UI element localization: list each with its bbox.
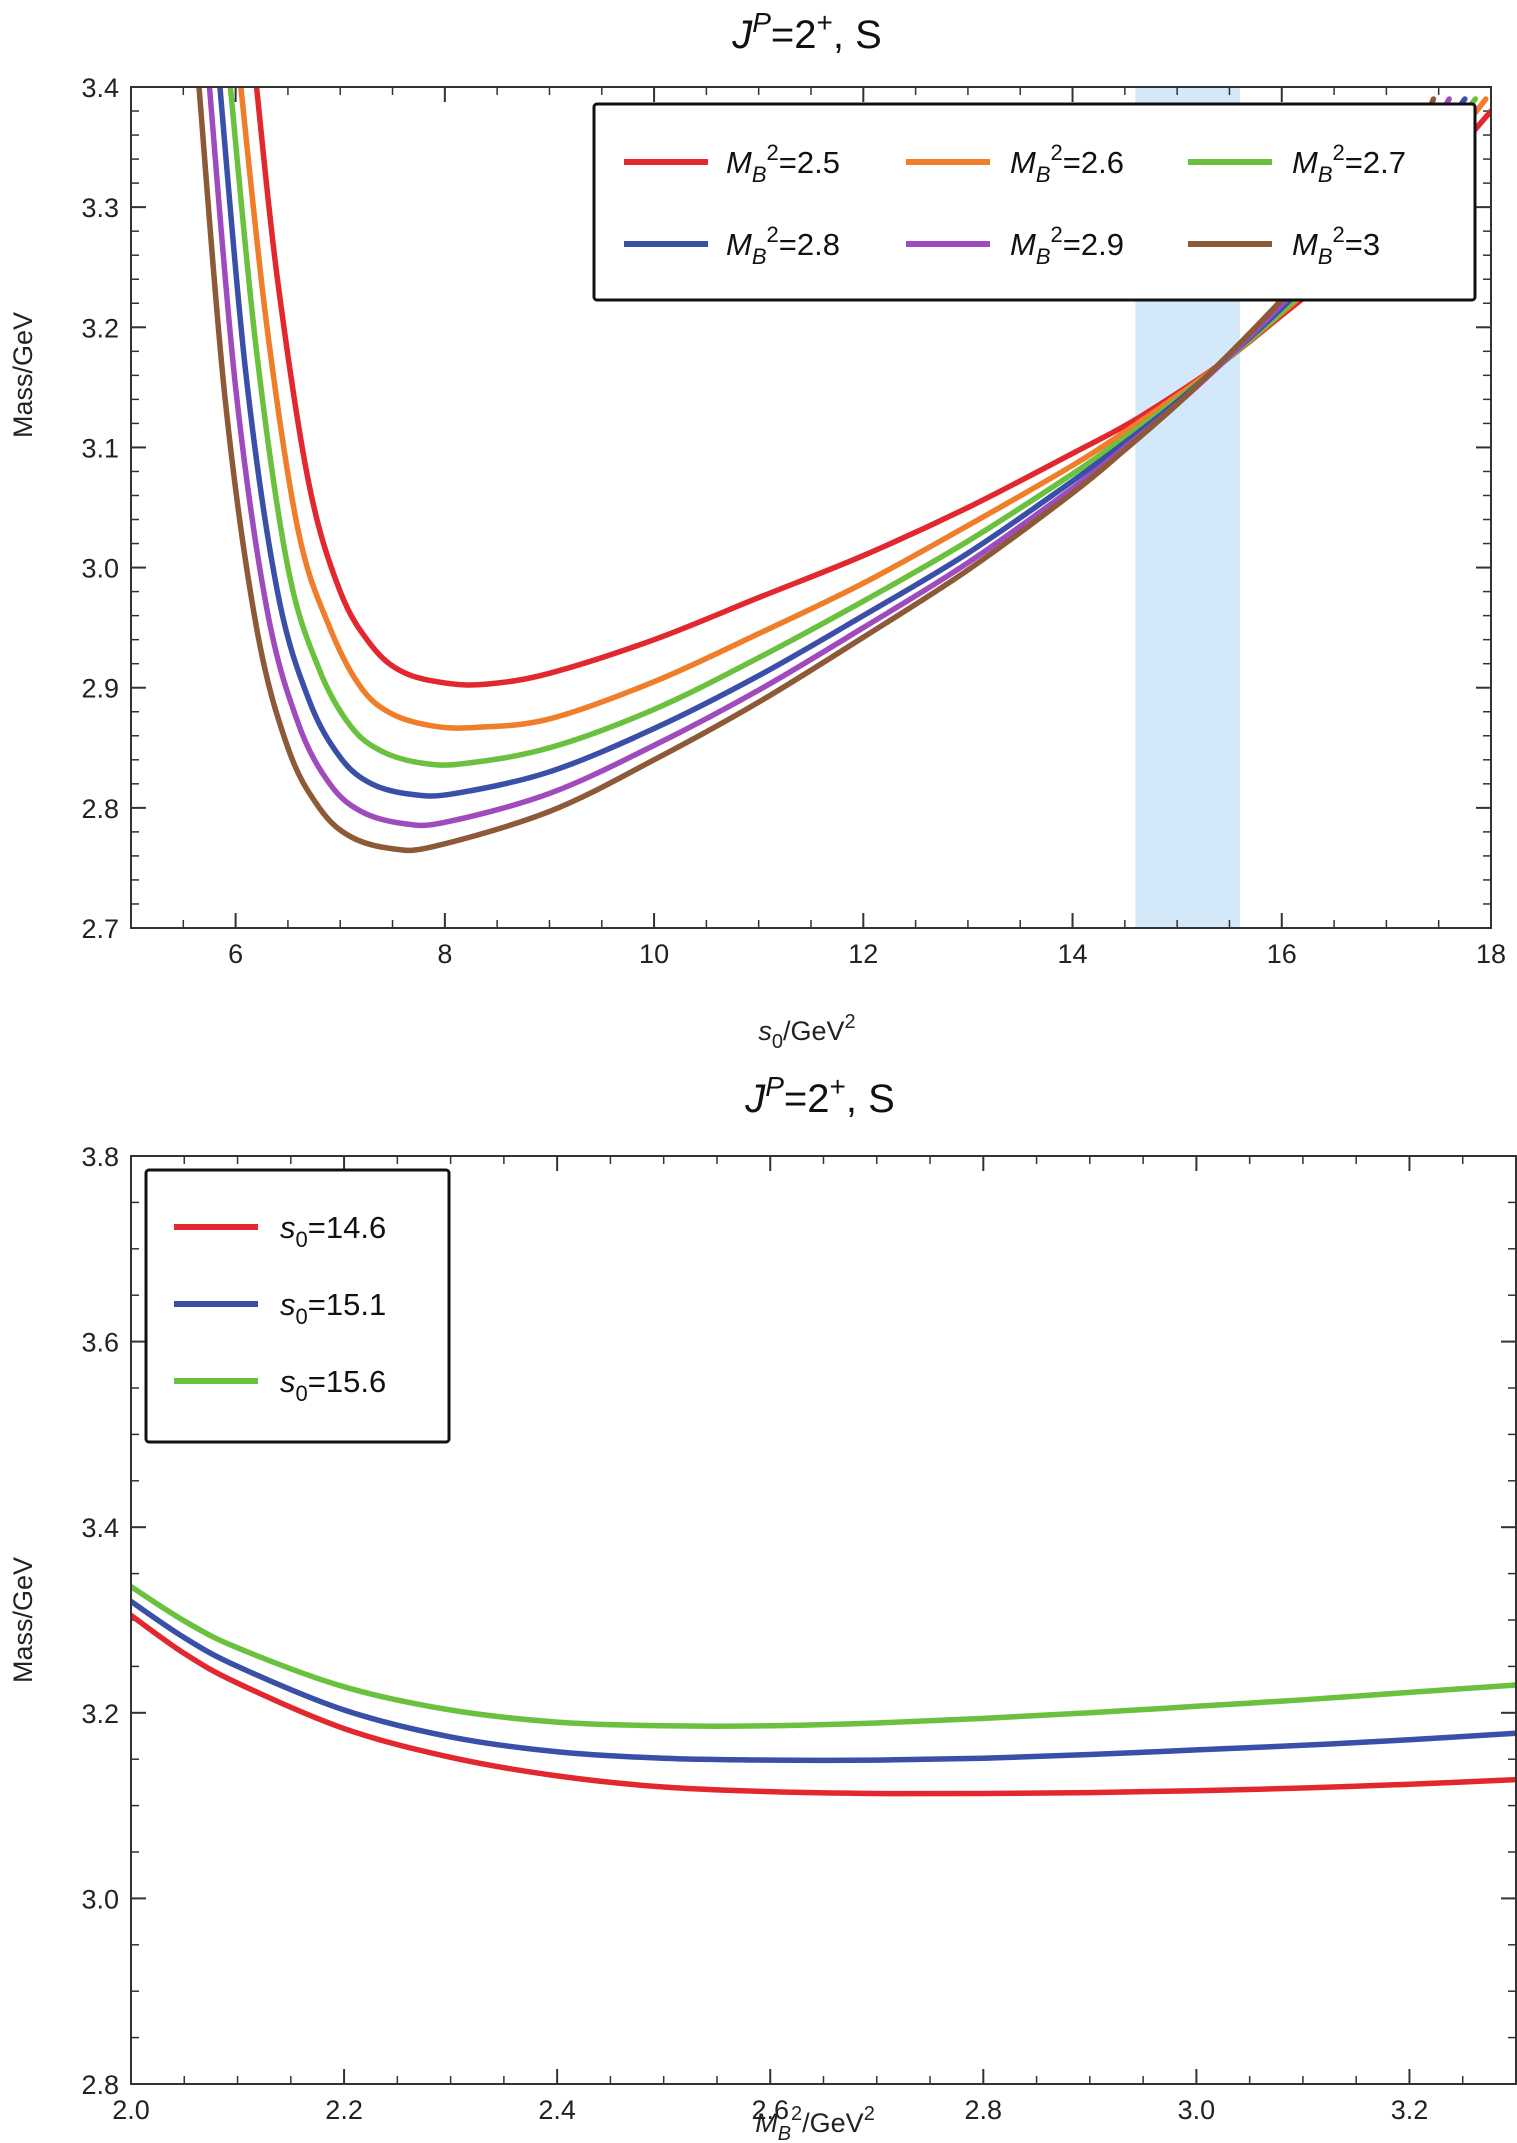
y-tick-label-2-7: 2.7 (81, 914, 119, 944)
x-tick-label-18: 18 (1476, 939, 1506, 969)
y-tick-label-3-0: 3.0 (81, 1884, 119, 1914)
chart-bottom-ylabel: Mass/GeV (8, 1557, 38, 1683)
y-tick-label-2-8: 2.8 (81, 794, 119, 824)
legend-label-s0-15-6: s0=15.6 (280, 1364, 386, 1406)
chart-bottom-frame (130, 1155, 1517, 2085)
chart-top-curves (196, 87, 1491, 854)
y-tick-label-2-9: 2.9 (81, 674, 119, 704)
chart-bottom-title: JP=2+, S (744, 1071, 895, 1121)
chart-bottom: JP=2+, S 2.0 2.2 2.4 2.6 2.8 3.0 3.2 2.8 3.0 3.2 3… (8, 1071, 1517, 2143)
x-tick-label-2-4: 2.4 (538, 2095, 576, 2125)
x-tick-label-2-8: 2.8 (965, 2095, 1003, 2125)
x-tick-label-14: 14 (1058, 939, 1088, 969)
legend-box (592, 102, 1477, 302)
series-line-s0-15-6 (131, 1583, 1516, 1729)
y-tick-label-3-4: 3.4 (81, 1513, 119, 1543)
y-tick-label-3-1: 3.1 (81, 433, 119, 463)
x-tick-label-2-6: 2.6 (751, 2095, 789, 2125)
y-tick-label-3-2: 3.2 (81, 1699, 119, 1729)
series-line-s0-14-6 (131, 1612, 1516, 1797)
legend-label-mb2-2-7: MB2=2.7 (1292, 140, 1406, 187)
x-tick-label-10: 10 (639, 939, 669, 969)
chart-bottom-legend: s0=14.6 s0=15.1 s0=15.6 (144, 1168, 451, 1444)
chart-top-title: JP=2+, S (731, 7, 882, 57)
legend-label-s0-14-6: s0=14.6 (280, 1210, 386, 1252)
legend-label-mb2-2-9: MB2=2.9 (1010, 222, 1124, 269)
x-tick-label-2-0: 2.0 (112, 2095, 150, 2125)
legend-label-mb2-3: MB2=3 (1292, 222, 1380, 269)
chart-top-frame (130, 86, 1492, 929)
x-tick-label-6: 6 (228, 939, 243, 969)
chart-bottom-xlabel: MB2/GeV2 (755, 2103, 875, 2143)
chart-top-ylabel: Mass/GeV (8, 312, 38, 438)
legend-label-mb2-2-6: MB2=2.6 (1010, 140, 1124, 187)
x-tick-label-8: 8 (437, 939, 452, 969)
legend-box (144, 1168, 451, 1444)
x-tick-label-12: 12 (848, 939, 878, 969)
y-tick-label-3-6: 3.6 (81, 1328, 119, 1358)
series-line-s0-15-1 (131, 1598, 1516, 1764)
legend-label-mb2-2-8: MB2=2.8 (726, 222, 840, 269)
chart-top-ticks: 6 8 10 12 14 16 18 2.7 2.8 2.9 3.0 3.1 3.2 3.3 3.4 (81, 73, 1506, 969)
chart-top-legend: MB2=2.5 MB2=2.6 MB2=2.7 MB2=2.8 MB2=2.9 … (592, 102, 1477, 302)
series-line-mb2-2-9 (206, 87, 1452, 829)
y-tick-label-3-8: 3.8 (81, 1142, 119, 1172)
y-tick-label-3-4: 3.4 (81, 73, 119, 103)
chart-bottom-curves (131, 1583, 1516, 1797)
chart-top-xlabel: s0/GeV2 (758, 1011, 855, 1053)
x-tick-label-3-0: 3.0 (1178, 2095, 1216, 2125)
legend-label-mb2-2-5: MB2=2.5 (726, 140, 840, 187)
chart-top: JP=2+, S 6 8 10 12 14 16 18 2.7 2.8 2.9 3.0 3.1 3.2 3… (8, 7, 1506, 1053)
x-tick-label-16: 16 (1267, 939, 1297, 969)
legend-label-s0-15-1: s0=15.1 (280, 1287, 386, 1329)
y-tick-label-3-2: 3.2 (81, 313, 119, 343)
x-tick-label-3-2: 3.2 (1391, 2095, 1429, 2125)
y-tick-label-2-8: 2.8 (81, 2070, 119, 2100)
y-tick-label-3-3: 3.3 (81, 193, 119, 223)
y-tick-label-3-0: 3.0 (81, 554, 119, 584)
x-tick-label-2-2: 2.2 (325, 2095, 363, 2125)
